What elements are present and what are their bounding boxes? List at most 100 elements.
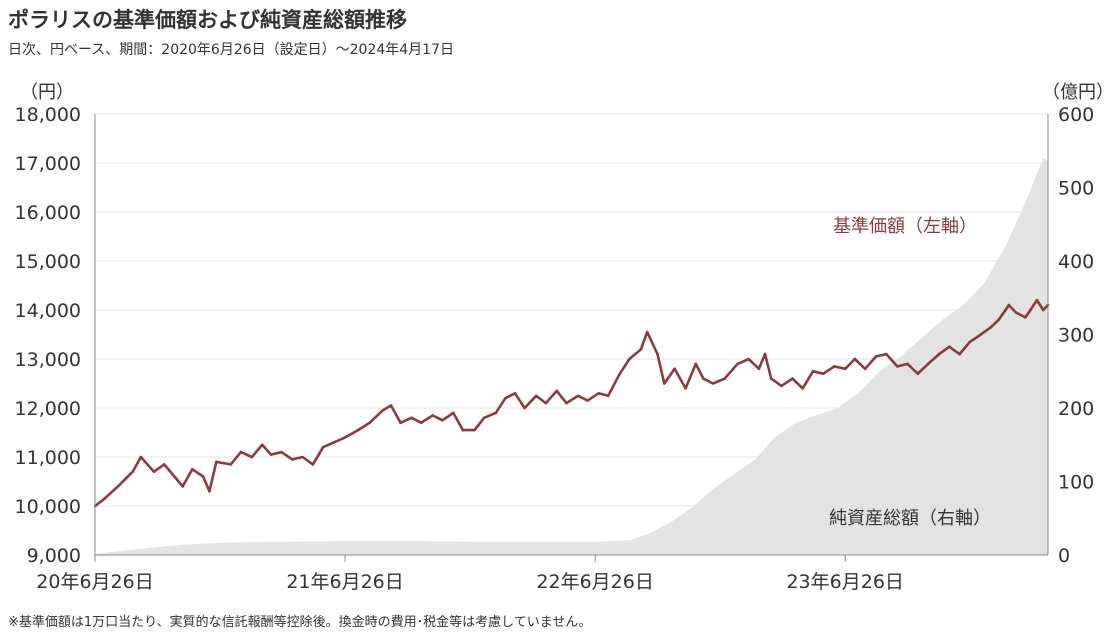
x-tick-label: 23年6月26日 [786,571,903,593]
x-tick-label: 20年6月26日 [36,571,153,593]
nav-data-point [618,372,622,376]
nav-data-point [874,355,878,358]
y-left-tick-label: 9,000 [27,545,81,567]
nav-data-point [639,347,643,351]
nav-data-point [736,362,739,366]
nav-data-point [597,392,600,395]
y-left-tick-label: 16,000 [15,202,81,224]
nav-data-point [811,370,815,373]
nav-data-point [173,475,176,478]
nav-data-point [260,443,264,447]
nav-data-point [208,490,211,493]
y-left-tick-label: 18,000 [15,104,81,126]
nav-data-point [989,325,993,329]
nav-data-point [843,367,847,371]
nav-data-point [565,401,568,405]
aum-area-series [95,158,1048,555]
y-left-tick-label: 17,000 [15,153,81,175]
nav-data-point [162,463,166,466]
nav-data-point [311,463,315,466]
y-left-unit-label: （円） [20,82,74,103]
chart-subtitle: 日次、円ベース、期間：2020年6月26日（設定日）～2024年4月17日 [8,42,454,58]
nav-data-point [103,497,106,500]
nav-data-point [152,470,156,474]
nav-data-point [906,362,909,366]
nav-data-point [853,357,857,361]
y-right-tick-label: 400 [1058,251,1094,273]
nav-data-point [441,419,444,422]
nav-data-point [586,399,589,402]
y-left-tick-label: 14,000 [15,300,81,322]
nav-data-point [534,394,538,398]
nav-data-point [832,365,836,368]
nav-data-point [461,428,465,432]
nav-data-point [117,484,121,487]
nav-data-point [606,394,610,398]
nav-data-point [916,372,920,376]
nav-data-point [757,367,761,371]
nav-data-point [343,436,347,439]
nav-data-point [747,357,750,361]
aum-area-layer [94,158,1049,555]
nav-series-label: 基準価額（左軸） [833,216,977,237]
y-right-tick-label: 500 [1058,178,1094,200]
nav-data-point [645,330,649,334]
nav-data-point [684,387,687,390]
y-right-tick-label: 600 [1058,104,1094,126]
nav-data-point [673,367,676,371]
nav-data-point [1035,298,1039,302]
nav-data-point [711,382,715,385]
nav-data-point [301,455,304,459]
nav-data-point [628,357,631,361]
nav-data-point [1041,308,1045,312]
aum-series-label: 純資産総額（右軸） [829,508,991,529]
nav-data-point [332,441,336,444]
nav-data-point [368,421,372,425]
axis-layer: 9,000 10,000 11,000 12,000 13,000 14,000 15,00… [15,82,1110,593]
nav-data-point [482,416,486,420]
nav-data-point [958,352,961,356]
nav-data-point [291,458,294,461]
nav-data-point [863,367,867,371]
nav-line-layer [93,298,1050,508]
nav-data-point [997,318,1000,322]
nav-data-point [937,352,941,356]
nav-data-point [885,352,888,356]
nav-data-point [201,475,205,478]
nav-data-point [694,362,698,366]
y-left-tick-label: 10,000 [15,496,81,518]
nav-data-point [780,384,783,388]
nav-data-point [1014,311,1018,314]
nav-data-point [523,406,526,410]
nav-data-point [555,389,559,393]
nav-data-point [410,416,413,420]
nav-data-point [1024,316,1027,319]
nav-data-point [801,387,804,390]
nav-data-point [723,377,726,380]
nav-data-point [239,450,243,454]
nav-data-point [356,428,360,432]
nav-data-point [399,421,402,425]
nav-data-point [419,421,423,425]
x-tick-label: 22年6月26日 [536,571,653,593]
y-right-tick-label: 100 [1058,472,1094,494]
nav-data-point [979,333,983,336]
nav-data-point [181,485,184,488]
nav-data-point [948,345,951,349]
nav-data-point [381,409,385,412]
nav-data-point [269,453,273,456]
nav-data-point [494,411,498,415]
nav-data-point [656,352,659,356]
y-right-tick-label: 300 [1058,325,1094,347]
nav-data-point [504,396,507,400]
nav-data-point [968,340,972,344]
y-left-tick-label: 15,000 [15,251,81,273]
y-left-tick-label: 12,000 [15,398,81,420]
nav-data-point [576,394,580,398]
nav-data-point [452,411,455,415]
nav-data-point [250,455,254,459]
nav-data-point [926,362,930,366]
nav-data-point [544,401,548,405]
nav-data-point [215,460,218,464]
